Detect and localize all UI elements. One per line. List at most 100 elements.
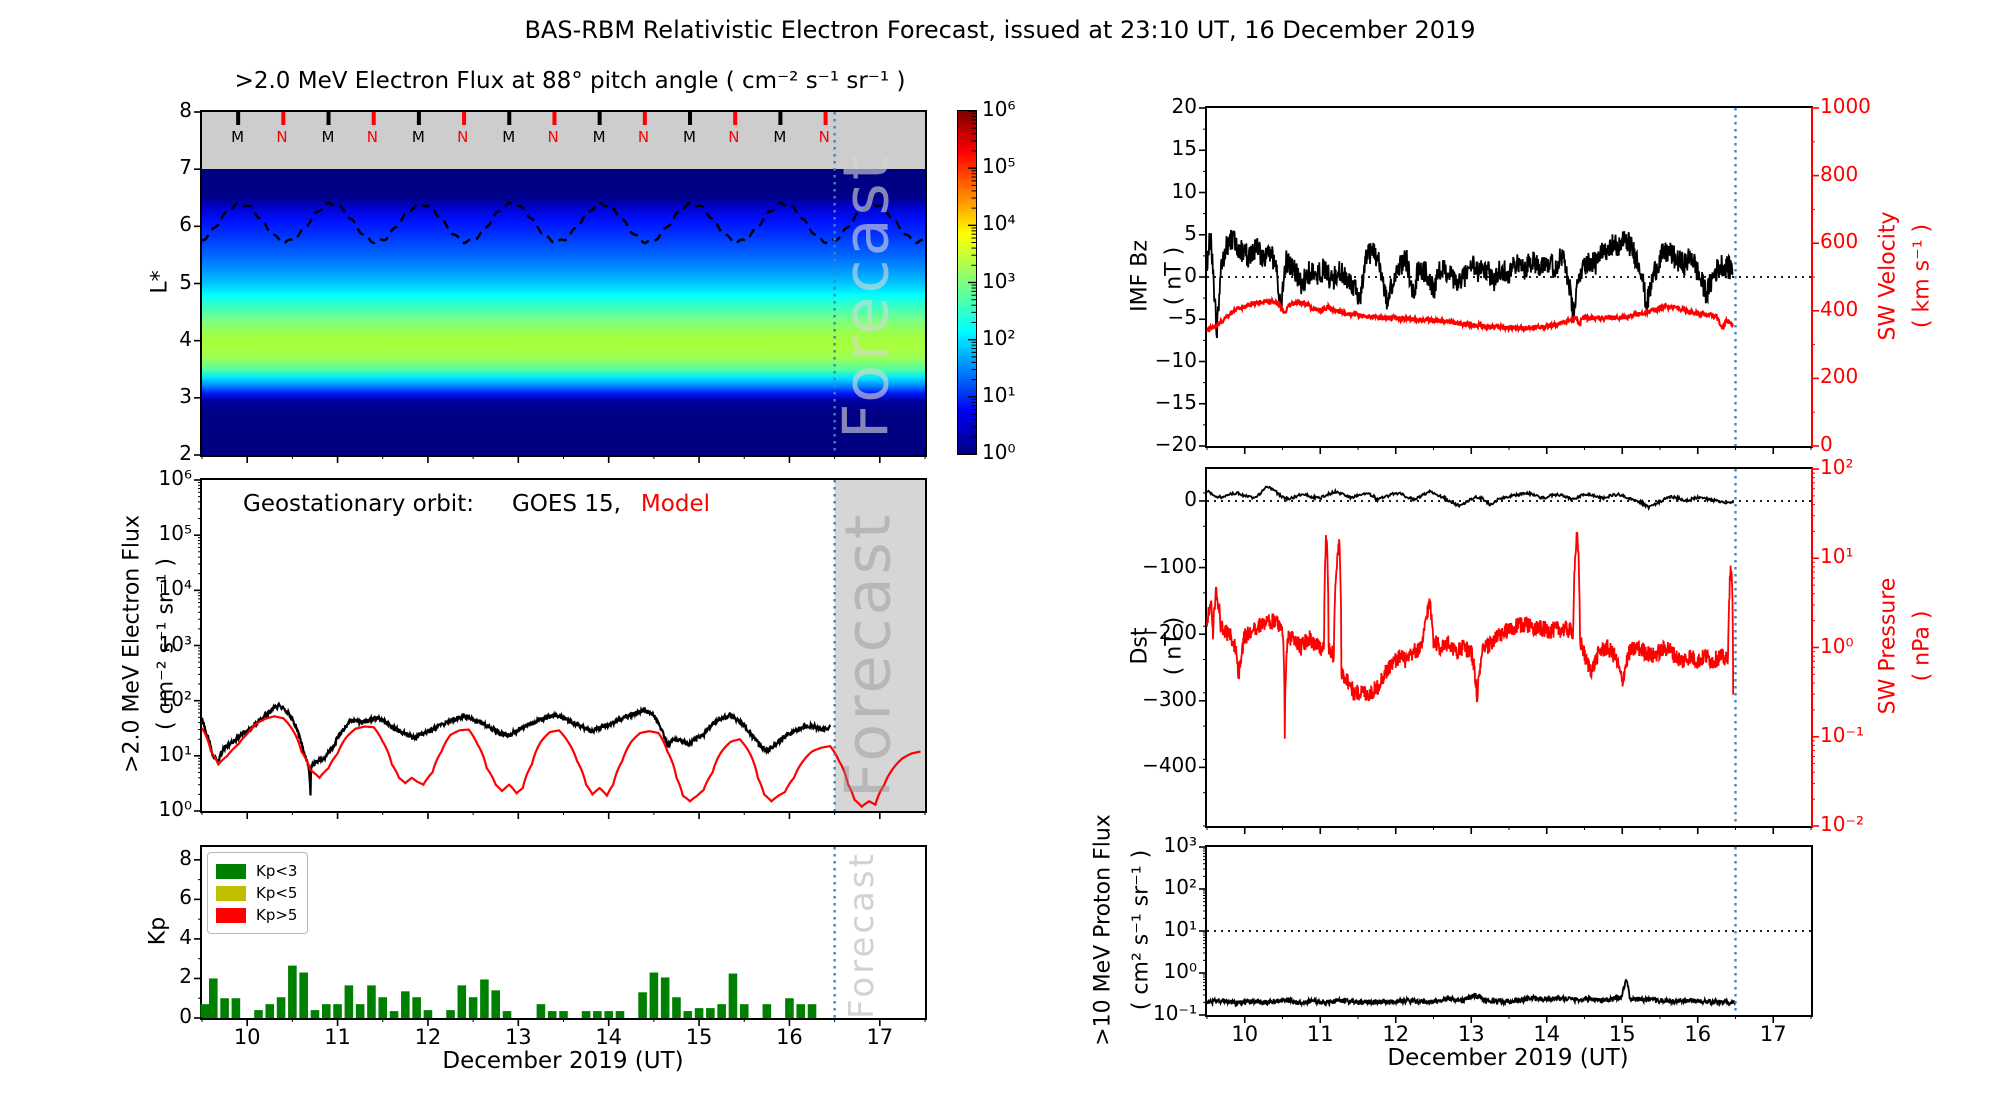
kp-bar	[276, 997, 286, 1018]
y-tick-label: 10	[1171, 178, 1197, 203]
sw-velocity-axis-label-line2: ( km s⁻¹ )	[1909, 223, 1935, 329]
y-tick-label-right: 10⁻¹	[1820, 722, 1865, 747]
dst-sw-pressure-panel	[1199, 467, 1819, 834]
mlt-tick-label-n: N	[547, 128, 559, 146]
y-tick-label: 6	[179, 212, 192, 237]
heatmap-plot-area	[194, 111, 926, 463]
kp-bar	[694, 1008, 704, 1018]
kp-bar	[344, 985, 354, 1018]
sw-pressure-axis-label-line2: ( nPa )	[1909, 610, 1935, 682]
kp-bar	[728, 973, 738, 1018]
kp-bar	[355, 1004, 365, 1018]
flux-plot-area	[194, 479, 926, 819]
kp-bar	[321, 1004, 331, 1018]
kp-bar	[378, 997, 388, 1018]
kp-bar	[593, 1011, 602, 1018]
x-tick-label: 13	[504, 1025, 532, 1049]
y-tick-label: 15	[1171, 136, 1197, 161]
x-tick-label: 12	[1382, 1022, 1410, 1046]
kp-bar	[547, 1011, 557, 1018]
kp-bar	[333, 1004, 342, 1018]
sw-velocity-axis-label-line1: SW Velocity	[1875, 211, 1901, 341]
colorbar-tick-label: 10⁵	[982, 154, 1016, 179]
y-tick-label: 0	[179, 1004, 192, 1028]
kp-bar	[299, 972, 308, 1018]
y-tick-label: 2	[179, 441, 192, 465]
y-tick-label-right: 0	[1820, 432, 1833, 456]
y-tick-label-right: 10²	[1820, 455, 1854, 479]
kp-bar	[502, 1011, 512, 1018]
kp-bar	[536, 1004, 546, 1018]
series-sw-pressure	[1206, 531, 1735, 739]
y-tick-label: −15	[1154, 389, 1197, 414]
y-tick-label: −20	[1154, 432, 1197, 456]
x-tick-label: 11	[324, 1025, 351, 1049]
kp-legend-swatch-red	[216, 907, 246, 923]
flux-colormap-image	[202, 169, 925, 455]
x-tick-label: 11	[1306, 1022, 1334, 1046]
kp-bar	[209, 978, 218, 1018]
y-tick-label: 8	[179, 98, 192, 122]
y-tick-label-right: 10⁻²	[1820, 812, 1865, 836]
series-model	[201, 715, 921, 809]
kp-plot-area	[194, 847, 926, 1026]
kp-bar	[401, 991, 410, 1018]
sw-pressure-axis-label-line1: SW Pressure	[1875, 577, 1901, 715]
mlt-tick-label-m: M	[683, 128, 696, 146]
x-tick-label: 10	[1231, 1022, 1259, 1046]
kp-bar	[649, 972, 659, 1018]
kp-index-panel	[194, 845, 927, 1026]
kp-legend-swatch-green	[216, 863, 246, 879]
kp-bar	[706, 1008, 715, 1018]
y-tick-label: −10	[1154, 347, 1197, 372]
x-tick-label: 16	[776, 1025, 803, 1049]
kp-bar	[762, 1004, 772, 1018]
y-tick-label: 3	[179, 383, 192, 408]
y-tick-label: 10⁻¹	[1152, 1001, 1197, 1025]
y-tick-label-right: 200	[1820, 364, 1859, 389]
kp-bar	[231, 998, 241, 1018]
kp-legend: Kp<3 Kp<5 Kp>5	[207, 852, 309, 934]
mlt-tick-label-m: M	[502, 128, 516, 146]
series-imf-bz	[1206, 229, 1734, 339]
y-tick-label: 10⁰	[1163, 959, 1197, 983]
forecast-watermark-kp: Forecast	[842, 851, 882, 1019]
x-axis-label-left: December 2019 (UT)	[442, 1048, 684, 1074]
y-tick-label: 5	[179, 269, 192, 294]
colorbar-tick-label: 10⁰	[982, 440, 1016, 464]
kp-bar	[457, 985, 467, 1018]
x-tick-label: 15	[1608, 1022, 1636, 1046]
kp-legend-label-low: Kp<3	[256, 862, 298, 880]
bz-plot-area	[1199, 107, 1819, 454]
y-tick-label: 10³	[158, 631, 192, 656]
x-tick-label: 16	[1684, 1022, 1712, 1046]
kp-bar	[559, 1011, 568, 1018]
kp-bar	[254, 1010, 263, 1018]
kp-bar	[412, 997, 421, 1018]
kp-bar	[310, 1010, 320, 1018]
mlt-tick-label-n: N	[276, 128, 288, 146]
y-tick-label: −300	[1142, 686, 1197, 711]
geostationary-flux-panel	[194, 478, 927, 819]
y-tick-label-right: 600	[1820, 229, 1859, 254]
y-tick-label: 6	[179, 885, 192, 910]
y-tick-label: 20	[1171, 94, 1197, 118]
y-tick-label: 10⁰	[158, 797, 192, 821]
x-axis-label-right: December 2019 (UT)	[1387, 1045, 1629, 1071]
colorbar-tick-label: 10⁶	[982, 97, 1016, 121]
mlt-tick-label-m: M	[411, 128, 425, 146]
mlt-tick-label-m: M	[592, 128, 606, 146]
x-tick-label: 10	[233, 1025, 261, 1049]
y-tick-label: 10²	[1163, 875, 1197, 899]
series-sw-velocity	[1206, 295, 1734, 334]
main-title: BAS-RBM Relativistic Electron Forecast, …	[524, 16, 1476, 44]
y-tick-label: 8	[179, 845, 192, 870]
x-tick-label: 13	[1457, 1022, 1485, 1046]
colorbar	[957, 110, 977, 455]
kp-bar	[423, 1010, 433, 1018]
kp-bar	[389, 1011, 399, 1018]
kp-bar	[200, 1004, 210, 1018]
mlt-tick-label-m: M	[231, 128, 245, 146]
kp-bar	[446, 1010, 455, 1018]
